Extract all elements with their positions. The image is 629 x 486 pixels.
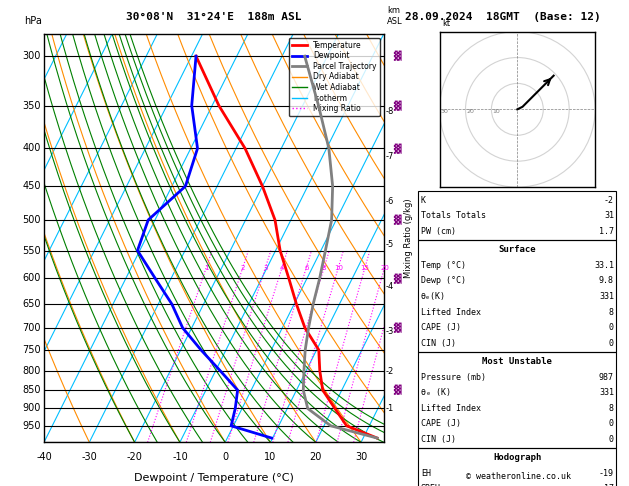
Text: -2: -2 [604, 196, 614, 205]
Text: 987: 987 [599, 373, 614, 382]
Text: Totals Totals: Totals Totals [421, 211, 486, 220]
Text: Hodograph: Hodograph [493, 453, 542, 462]
Text: 3: 3 [263, 264, 268, 271]
Text: 300: 300 [22, 51, 41, 61]
Text: 650: 650 [22, 299, 41, 309]
Text: hPa: hPa [24, 16, 42, 26]
Text: ▓: ▓ [393, 51, 401, 61]
Text: CAPE (J): CAPE (J) [421, 323, 461, 332]
Text: 30°08'N  31°24'E  188m ASL: 30°08'N 31°24'E 188m ASL [126, 12, 302, 22]
Text: Lifted Index: Lifted Index [421, 308, 481, 316]
Text: -40: -40 [36, 452, 52, 463]
Text: 17: 17 [604, 485, 614, 486]
Text: 1.7: 1.7 [599, 227, 614, 236]
Text: 750: 750 [22, 345, 41, 355]
Text: SREH: SREH [421, 485, 441, 486]
Text: 0: 0 [609, 419, 614, 428]
Text: 9.8: 9.8 [599, 277, 614, 285]
Text: -30: -30 [81, 452, 97, 463]
Text: 20: 20 [467, 109, 475, 114]
Text: 15: 15 [360, 264, 369, 271]
Text: 0: 0 [222, 452, 228, 463]
Text: © weatheronline.co.uk: © weatheronline.co.uk [467, 472, 571, 481]
Text: -6: -6 [386, 197, 394, 206]
Text: -1: -1 [386, 404, 394, 413]
Text: -4: -4 [386, 282, 394, 292]
Text: 950: 950 [22, 421, 41, 431]
Text: ▓: ▓ [393, 101, 401, 111]
Text: CIN (J): CIN (J) [421, 435, 456, 444]
Text: 33.1: 33.1 [594, 261, 614, 270]
Text: Mixing Ratio (g/kg): Mixing Ratio (g/kg) [404, 198, 413, 278]
Text: 350: 350 [22, 101, 41, 111]
Text: 8: 8 [609, 404, 614, 413]
Text: 800: 800 [22, 365, 41, 376]
Text: 500: 500 [22, 215, 41, 225]
Text: θₑ(K): θₑ(K) [421, 292, 446, 301]
Text: 2: 2 [241, 264, 245, 271]
Text: -8: -8 [386, 106, 394, 116]
Text: -20: -20 [126, 452, 143, 463]
Text: ▓: ▓ [393, 385, 401, 395]
Text: K: K [421, 196, 426, 205]
Text: 20: 20 [309, 452, 322, 463]
Text: 30: 30 [441, 109, 448, 114]
Text: -19: -19 [599, 469, 614, 478]
Text: km
ASL: km ASL [387, 6, 403, 26]
Text: 331: 331 [599, 292, 614, 301]
Text: kt: kt [443, 19, 451, 29]
Text: ▓: ▓ [393, 323, 401, 333]
Text: 700: 700 [22, 323, 41, 333]
Text: 900: 900 [22, 403, 41, 414]
Text: 550: 550 [22, 245, 41, 256]
Text: 850: 850 [22, 385, 41, 395]
Text: CAPE (J): CAPE (J) [421, 419, 461, 428]
Text: 28.09.2024  18GMT  (Base: 12): 28.09.2024 18GMT (Base: 12) [405, 12, 601, 22]
Text: -10: -10 [172, 452, 188, 463]
Text: Pressure (mb): Pressure (mb) [421, 373, 486, 382]
Text: 600: 600 [22, 274, 41, 283]
Text: Dewp (°C): Dewp (°C) [421, 277, 466, 285]
Text: -2: -2 [386, 367, 394, 376]
Text: Lifted Index: Lifted Index [421, 404, 481, 413]
Text: 31: 31 [604, 211, 614, 220]
Text: -5: -5 [386, 240, 394, 248]
Text: 0: 0 [609, 339, 614, 347]
Text: 450: 450 [22, 181, 41, 191]
Text: 400: 400 [22, 143, 41, 154]
Text: 331: 331 [599, 388, 614, 397]
Text: PW (cm): PW (cm) [421, 227, 456, 236]
Text: CIN (J): CIN (J) [421, 339, 456, 347]
Text: 20: 20 [380, 264, 389, 271]
Text: 10: 10 [493, 109, 501, 114]
Text: 30: 30 [355, 452, 367, 463]
Text: Surface: Surface [499, 245, 536, 254]
Text: 0: 0 [609, 435, 614, 444]
Text: 8: 8 [609, 308, 614, 316]
Text: -3: -3 [386, 327, 394, 335]
Text: 10: 10 [334, 264, 343, 271]
Text: 10: 10 [264, 452, 277, 463]
Text: ▓: ▓ [393, 143, 401, 154]
Text: 6: 6 [304, 264, 309, 271]
Text: -7: -7 [386, 152, 394, 161]
Text: ▓: ▓ [393, 215, 401, 225]
Text: θₑ (K): θₑ (K) [421, 388, 451, 397]
Text: 1: 1 [204, 264, 208, 271]
Text: ▓: ▓ [393, 273, 401, 283]
Text: EH: EH [421, 469, 431, 478]
Text: 4: 4 [280, 264, 284, 271]
Legend: Temperature, Dewpoint, Parcel Trajectory, Dry Adiabat, Wet Adiabat, Isotherm, Mi: Temperature, Dewpoint, Parcel Trajectory… [289, 38, 380, 116]
Text: Dewpoint / Temperature (°C): Dewpoint / Temperature (°C) [134, 473, 294, 483]
Text: Temp (°C): Temp (°C) [421, 261, 466, 270]
Text: 8: 8 [322, 264, 326, 271]
Text: 0: 0 [609, 323, 614, 332]
Text: Most Unstable: Most Unstable [482, 357, 552, 366]
